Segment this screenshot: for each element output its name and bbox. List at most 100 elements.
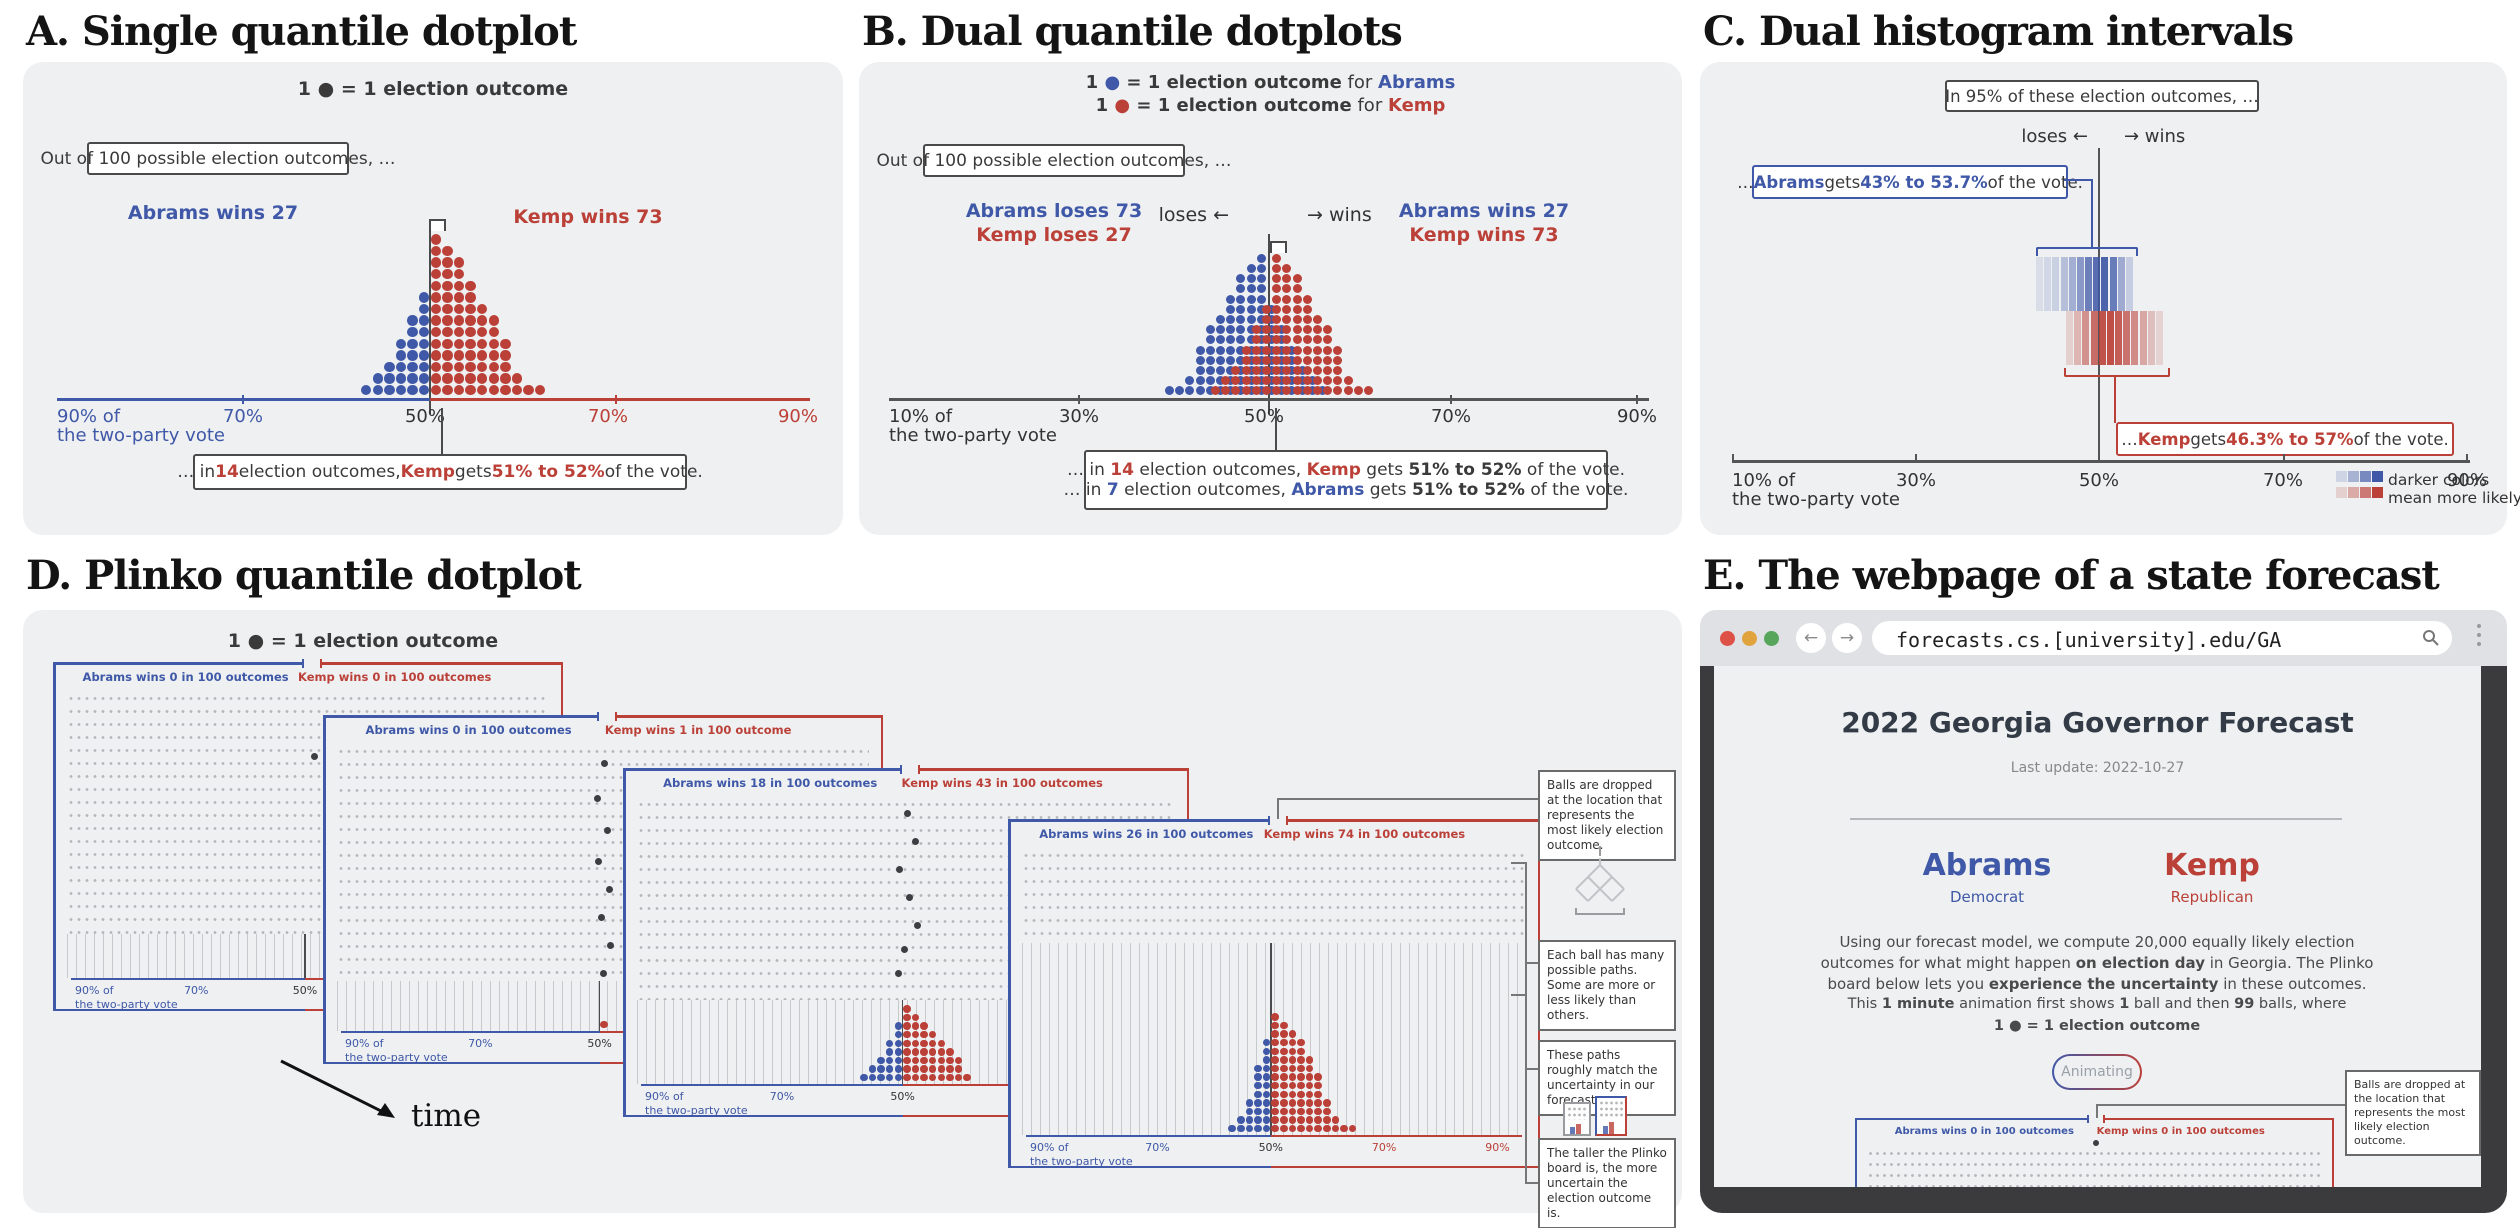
outcome-dot [1164,386,1175,396]
outcome-dot [453,385,465,396]
outcome-dot [1333,376,1343,386]
density-stripe [2082,311,2090,365]
outcome-dot [963,1073,971,1082]
drop-tick-red [917,765,920,774]
outcome-dot [868,1065,877,1073]
menu-dots-icon[interactable] [2477,624,2481,652]
search-icon[interactable] [2422,629,2440,647]
outcome-dot [1236,335,1246,345]
outcome-dot [894,1022,903,1030]
outcome-dot [1226,355,1236,365]
falling-ball [597,913,605,921]
close-window-button[interactable] [1720,631,1735,646]
outcome-dot [465,280,476,291]
board-tick-label: the two-party vote [1030,1155,1133,1168]
outcome-dot [1271,1030,1279,1038]
outcome-dot [1322,1116,1331,1124]
outcome-dot [1305,1090,1314,1099]
outcome-dot [500,338,511,349]
density-swatch [2360,471,2371,482]
panel-c-title: C. Dual histogram intervals [1703,8,2294,55]
connector [1525,1182,1539,1184]
kemp-loses-label: Kemp loses 27 [976,224,1132,246]
maximize-window-button[interactable] [1764,631,1779,646]
falling-ball [603,826,611,834]
candidate-abrams: Abrams [1922,848,2052,883]
outcome-dot [1254,1099,1262,1107]
outcome-dot [1195,376,1205,386]
outcome-dot [1205,365,1215,376]
outcome-dot [1297,1047,1305,1056]
time-arrow [280,1059,395,1118]
outcome-dot [1282,284,1292,294]
webpage-plinko-board: Abrams wins 0 in 100 outcomes Kemp wins 0… [1855,1115,2334,1187]
animating-button[interactable]: Animating [2052,1054,2142,1090]
outcome-dot [1282,345,1292,355]
outcome-dot [1266,314,1277,325]
outcome-dot [937,1048,946,1056]
panel-e-title: E. The webpage of a state forecast [1703,552,2440,599]
outcome-dot [1307,386,1317,396]
outcome-dot [1271,1116,1279,1124]
tick-label: 90% [2446,470,2487,491]
outcome-dot [442,350,453,361]
outcome-dot [1266,376,1277,386]
outcome-dot [1322,1099,1331,1107]
text-segment: experience the uncertainty [1988,975,2219,993]
outcome-dot [1241,386,1251,396]
outcome-dot [937,1039,946,1048]
outcome-dot [885,1056,894,1065]
outcome-dot [1323,376,1333,386]
outcome-dot [477,385,488,396]
outcome-dot [1226,314,1236,325]
outcome-dot [407,350,418,361]
axis-right-red [430,398,810,401]
outcome-dot [465,338,476,349]
outcome-dot [395,338,407,349]
board-border-left [1855,1118,1857,1187]
outcome-dot [1226,386,1236,396]
board-tick-label: 90% [1485,1141,1510,1154]
outcome-dot [1256,355,1266,365]
outcome-dot [1305,1056,1314,1064]
board-kemp-label: Kemp wins 43 in 100 outcomes [901,776,1103,790]
outcome-dot [1226,376,1236,386]
party-republican: Republican [2170,888,2254,906]
outcome-dot [1323,355,1333,365]
outcome-dot [1246,325,1256,335]
browser-window: ← → forecasts.cs.[university].edu/GA 202… [1700,610,2507,1213]
outcome-dot [1279,1116,1288,1124]
outcome-dot [1246,345,1256,355]
outcome-dot [928,1030,937,1039]
outcome-dot [1272,314,1282,325]
url-bar[interactable]: forecasts.cs.[university].edu/GA [1872,621,2452,655]
outcome-dot [1279,1047,1288,1056]
falling-ball [599,969,607,977]
outcome-dot [453,373,465,384]
outcome-dot [1205,386,1215,396]
drop-tick-blue [1267,816,1270,825]
board-kemp-label: Kemp wins 0 in 100 outcomes [2096,1126,2265,1137]
outcome-dot [395,361,407,373]
minimize-window-button[interactable] [1742,631,1757,646]
outcome-dot [1279,1056,1288,1064]
outcome-dot [1210,386,1221,396]
board-abrams-label: Abrams wins 0 in 100 outcomes [365,723,572,737]
back-button[interactable]: ← [1796,623,1826,653]
density-swatch [2336,487,2347,498]
outcome-dot [384,385,395,396]
outcome-dot [1312,345,1323,355]
outcome-dot [1236,365,1246,376]
outcome-dot [1271,1107,1279,1116]
board-kemp-label: Kemp wins 1 in 100 outcome [604,723,792,737]
outcome-dot [1226,335,1236,345]
outcome-dot [1215,335,1226,345]
outcome-dot [1236,284,1246,294]
outcome-dot [1236,1116,1245,1124]
outcome-dot [1205,376,1215,386]
outcome-dot [1245,1116,1254,1124]
outcome-dot [500,385,511,396]
forward-button[interactable]: → [1832,623,1862,653]
inner-axis-blue [71,978,305,980]
outcome-dot [1279,1030,1288,1038]
